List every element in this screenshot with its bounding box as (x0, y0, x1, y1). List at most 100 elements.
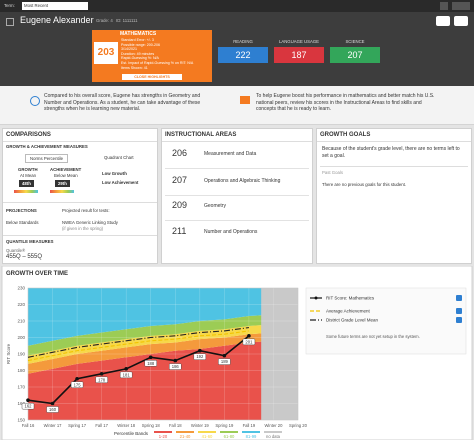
print-icon[interactable] (452, 2, 470, 10)
bands-title: Percentile Bands (114, 431, 149, 436)
data-label-box (21, 402, 35, 410)
y-tick-label: 160 (17, 401, 25, 406)
data-point (26, 398, 30, 402)
growth-label: GROWTH (18, 167, 38, 172)
band-label: 81-99 (246, 434, 257, 439)
band-swatch (154, 431, 172, 433)
separator (3, 202, 157, 203)
percentile-band (28, 288, 298, 346)
y-tick-label: 190 (17, 352, 25, 357)
data-point (148, 355, 153, 360)
icon (30, 96, 40, 106)
data-point (99, 372, 104, 376)
student-name: Eugene Alexander (20, 15, 94, 25)
help-icon[interactable] (440, 2, 448, 10)
x-tick-label: Fall 16 (22, 423, 35, 428)
legend-note: Some future terms are not yet setup in t… (326, 334, 420, 339)
percentile-band (28, 337, 298, 420)
subject-score[interactable]: 222 (218, 47, 268, 63)
data-label-box (144, 360, 157, 367)
x-tick-label: Fall 17 (95, 423, 108, 428)
icon (240, 96, 250, 104)
data-label: 189 (221, 359, 229, 364)
projections-title: PROJECTIONS (6, 208, 37, 213)
y-tick-label: 230 (17, 286, 25, 291)
band-swatch (220, 431, 238, 433)
y-tick-label: 170 (17, 385, 25, 390)
y-tick-label: 150 (17, 418, 25, 423)
detail: Rapid-Guessing %: N/A (121, 56, 159, 61)
separator (162, 141, 312, 142)
subject-label: SCIENCE (345, 39, 365, 44)
x-tick-label: Fall 18 (169, 423, 182, 428)
area-score: 211 (172, 226, 187, 236)
detail: Est. Impact of Rapid-Guessing % on RIT: … (121, 60, 194, 65)
band-label: 21-40 (180, 434, 191, 439)
legend-swatch-dot (314, 296, 318, 300)
tab[interactable]: Norms Percentile (25, 154, 68, 163)
panel-title: GROWTH GOALS (320, 132, 371, 138)
legend-checkbox[interactable] (456, 317, 462, 323)
y-tick-label: 210 (17, 319, 25, 324)
student-id: ID: 1111111 (116, 18, 138, 23)
area-score: 206 (172, 148, 188, 158)
data-point (198, 348, 202, 353)
detail: 3/14/2021 (121, 47, 137, 52)
percentile-strip (50, 190, 74, 193)
no-data-region (261, 288, 298, 420)
separator (3, 235, 157, 236)
projection-when: (if given in the spring) (62, 226, 104, 231)
close-highlights[interactable]: CLOSE HIGHLIGHTS (122, 74, 182, 80)
data-point (50, 401, 55, 406)
data-label: 192 (196, 354, 204, 359)
legend-checkbox[interactable] (456, 295, 462, 301)
percentile-band (28, 311, 298, 356)
growth-desc: At Mean (20, 173, 37, 178)
math-score: 203 (94, 42, 118, 64)
subject-score[interactable]: 187 (274, 47, 324, 63)
band-swatch (198, 431, 216, 433)
detail: Items Shown: 41 (121, 65, 148, 70)
achievement-percentile: 29th (55, 180, 70, 187)
plot-frame (27, 287, 299, 421)
data-label-box (242, 338, 256, 346)
percentile-band (28, 321, 298, 364)
data-point (247, 334, 251, 338)
quadrant-achievement: Low Achievement (102, 180, 139, 185)
back-icon[interactable] (6, 18, 14, 26)
more-button[interactable] (454, 16, 468, 26)
highlights-bar (0, 86, 474, 125)
x-tick-label: Winter 19 (191, 423, 210, 428)
separator (165, 220, 309, 221)
data-label-box (46, 406, 59, 413)
subject-score[interactable]: 207 (330, 47, 380, 63)
panel-title: COMPARISONS (6, 132, 51, 138)
projection-study: NWEA Generic Linking Study (62, 220, 118, 225)
tab[interactable]: Quadrant Chart (104, 155, 134, 160)
achievement-label: ACHIEVEMENT (50, 167, 82, 172)
data-label-box (193, 353, 207, 360)
projection-result: Below Standards (6, 220, 39, 225)
legend-label: RIT Score: Mathematics (326, 296, 375, 301)
data-point (222, 353, 227, 358)
y-tick-label: 180 (17, 368, 25, 373)
data-point (173, 358, 178, 363)
separator (317, 141, 471, 142)
area-name: Measurement and Data (204, 151, 257, 157)
goals-panel (316, 128, 472, 264)
band-swatch (242, 431, 260, 433)
area-name: Number and Operations (204, 229, 258, 235)
separator (320, 166, 468, 167)
term-dropdown[interactable]: Most Recent (22, 2, 88, 10)
menu-button[interactable] (436, 16, 450, 26)
quantile-range: 455Q – 555Q (6, 254, 43, 260)
math-details: Standard Error: +/- 3 Possible range: 20… (121, 38, 193, 70)
series-line (27, 335, 250, 405)
subject-label: READING (233, 39, 253, 44)
legend-checkbox[interactable] (456, 308, 462, 314)
data-label: 178 (98, 377, 106, 382)
percentile-band (28, 329, 298, 374)
separator (165, 168, 309, 169)
x-tick-label: Fall 19 (243, 423, 256, 428)
data-label: 175 (74, 382, 82, 387)
